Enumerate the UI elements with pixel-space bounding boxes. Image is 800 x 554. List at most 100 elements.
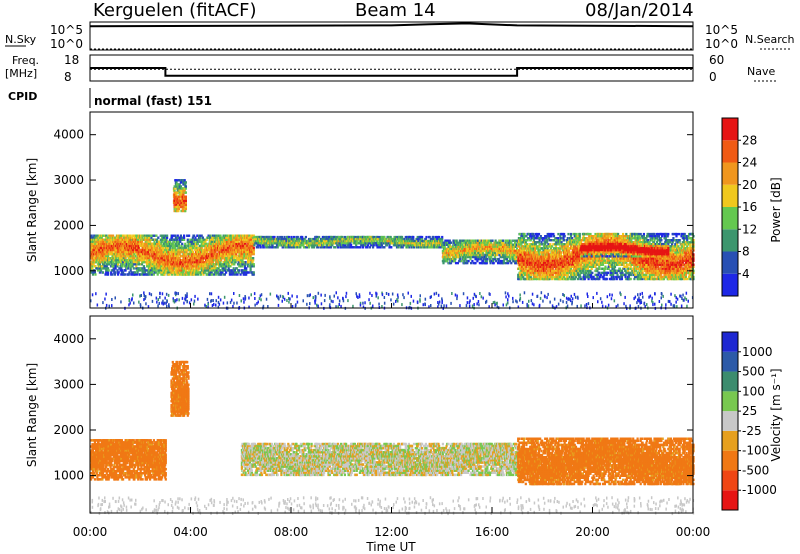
range-gate-cell [161, 257, 164, 260]
range-gate-cell [98, 265, 101, 268]
range-gate-cell [103, 265, 106, 268]
range-gate-cell [90, 240, 93, 243]
range-gate-cell [123, 254, 126, 258]
range-gate-cell [176, 238, 179, 241]
range-gate-cell [97, 267, 100, 270]
range-gate-cell [178, 238, 181, 241]
range-gate-cell [146, 269, 149, 272]
range-gate-cell [130, 238, 133, 241]
range-gate-cell [113, 265, 116, 268]
range-gate-cell [179, 238, 182, 241]
nsearch-tick-top: 10^5 [705, 23, 738, 37]
range-gate-cell [117, 254, 120, 258]
range-gate-cell [147, 238, 150, 241]
range-gate-cell [93, 234, 96, 237]
range-gate-cell [124, 244, 127, 248]
range-gate-cell [177, 265, 180, 268]
range-gate-cell [156, 273, 159, 276]
range-gate-cell [106, 240, 109, 243]
range-gate-cell [145, 261, 148, 264]
range-gate-cell [180, 271, 183, 274]
range-gate-cell [94, 273, 97, 276]
range-gate-cell [106, 263, 109, 266]
range-gate-cell [140, 240, 144, 243]
range-gate-cell [182, 261, 185, 264]
range-gate-cell [148, 273, 151, 276]
range-gate-cell [147, 273, 150, 276]
range-gate-cell [175, 248, 178, 252]
range-gate-cell [166, 261, 169, 264]
range-gate-cell [115, 259, 118, 262]
range-gate-cell [139, 254, 142, 258]
range-gate-cell [152, 244, 155, 248]
range-gate-cell [110, 271, 113, 274]
range-gate-cell [180, 244, 183, 248]
range-gate-cell [122, 234, 125, 237]
range-gate-cell [156, 259, 159, 262]
range-gate-cell [104, 259, 107, 262]
range-gate-cell [228, 271, 231, 274]
range-gate-cell [151, 263, 154, 266]
range-gate-cell [145, 273, 148, 276]
range-gate-cell [152, 246, 155, 250]
range-gate-cell [140, 242, 144, 246]
range-gate-cell [164, 240, 167, 243]
range-gate-cell [107, 254, 110, 258]
range-gate-cell [147, 234, 150, 237]
range-gate-cell [250, 252, 253, 256]
range-gate-cell [164, 242, 167, 246]
range-gate-cell [166, 234, 169, 237]
range-gate-cell [329, 246, 333, 249]
range-gate-cell [157, 267, 160, 270]
range-gate-cell [96, 269, 100, 272]
range-gate-cell [100, 254, 103, 258]
range-gate-cell [149, 265, 152, 268]
range-gate-cell [165, 244, 168, 248]
range-gate-cell [166, 250, 169, 254]
range-gate-cell [115, 250, 118, 254]
range-gate-cell [135, 234, 138, 237]
range-gate-cell [119, 265, 122, 268]
range-gate-cell [183, 234, 186, 237]
range-gate-cell [134, 238, 137, 241]
range-gate-cell [224, 267, 227, 270]
range-gate-cell [122, 244, 125, 248]
range-gate-cell [108, 240, 111, 243]
range-gate-cell [181, 263, 184, 266]
range-gate-cell [284, 246, 287, 249]
range-gate-cell [181, 254, 184, 258]
range-gate-cell [105, 248, 108, 252]
range-gate-cell [147, 242, 150, 246]
range-gate-cell [179, 271, 182, 274]
range-gate-cell [118, 234, 121, 237]
nsky-line [89, 22, 694, 28]
range-gate-cell [502, 239, 505, 242]
range-gate-cell [159, 257, 162, 260]
nsky-tick-top: 10^5 [50, 23, 83, 37]
range-gate-cell [148, 252, 151, 256]
range-gate-cell [169, 250, 172, 254]
range-gate-cell [152, 273, 155, 276]
range-gate-cell [162, 236, 166, 239]
range-gate-cell [109, 252, 112, 256]
range-gate-cell [135, 248, 138, 252]
range-gate-cell [159, 250, 162, 254]
range-gate-cell [252, 257, 255, 260]
range-gate-cell [161, 252, 164, 256]
range-gate-cell [125, 265, 128, 268]
range-gate-cell [132, 267, 135, 270]
range-gate-cell [131, 265, 134, 268]
range-gate-cell [149, 257, 152, 260]
range-gate-cell [126, 259, 129, 262]
range-gate-cell [112, 238, 115, 241]
range-gate-cell [133, 234, 136, 237]
range-gate-cell [165, 269, 168, 272]
range-gate-cell [103, 242, 106, 246]
range-gate-cell [109, 242, 112, 246]
range-gate-cell [147, 246, 150, 250]
range-gate-cell [132, 257, 135, 260]
range-gate-cell [137, 269, 140, 272]
range-gate-cell [120, 236, 123, 239]
range-gate-cell [98, 271, 101, 274]
range-gate-cell [110, 259, 113, 262]
